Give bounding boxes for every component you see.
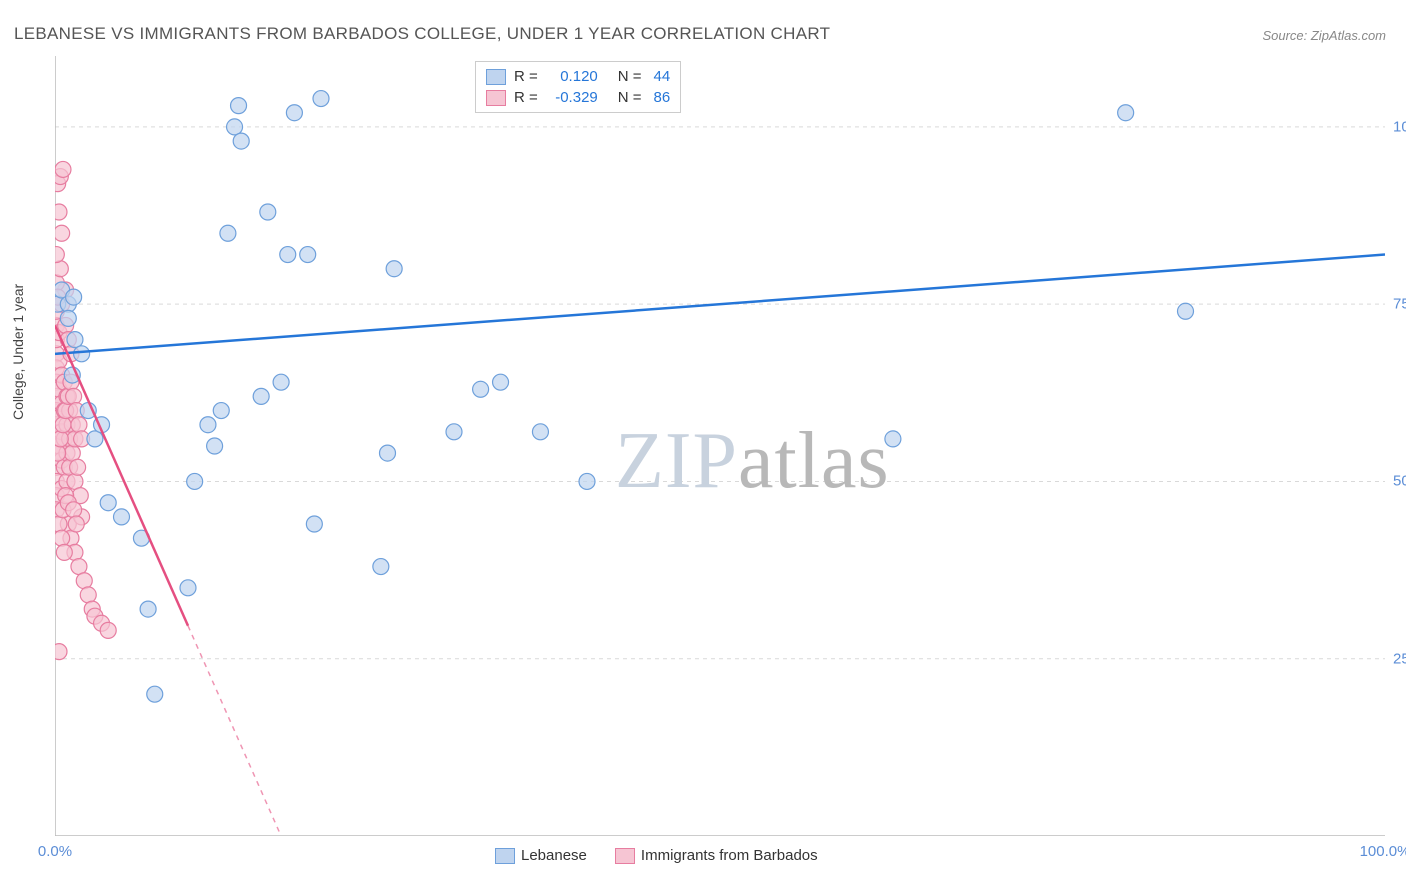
r-value-barbados: -0.329 <box>546 89 598 106</box>
legend-swatch-barbados <box>615 848 635 864</box>
r-value-lebanese: 0.120 <box>546 68 598 85</box>
n-label: N = <box>618 89 642 106</box>
source-credit: Source: ZipAtlas.com <box>1262 28 1386 43</box>
y-tick-50: 50.0% <box>1393 473 1406 490</box>
x-tick-0: 0.0% <box>38 843 72 860</box>
scatter-plot: ZIPatlas R = 0.120 N = 44 R = -0.329 N =… <box>55 56 1385 836</box>
bottom-legend: Lebanese Immigrants from Barbados <box>495 847 818 864</box>
swatch-barbados <box>486 90 506 106</box>
legend-item-barbados: Immigrants from Barbados <box>615 847 818 864</box>
y-tick-100: 100.0% <box>1393 118 1406 135</box>
chart-title: LEBANESE VS IMMIGRANTS FROM BARBADOS COL… <box>14 24 830 44</box>
n-value-barbados: 86 <box>654 89 671 106</box>
y-tick-75: 75.0% <box>1393 296 1406 313</box>
stats-legend: R = 0.120 N = 44 R = -0.329 N = 86 <box>475 61 681 113</box>
r-label: R = <box>514 68 538 85</box>
legend-swatch-lebanese <box>495 848 515 864</box>
n-label: N = <box>618 68 642 85</box>
plot-svg <box>55 56 1385 836</box>
n-value-lebanese: 44 <box>654 68 671 85</box>
legend-item-lebanese: Lebanese <box>495 847 587 864</box>
y-axis-label: College, Under 1 year <box>10 284 26 420</box>
x-tick-100: 100.0% <box>1360 843 1406 860</box>
legend-label-barbados: Immigrants from Barbados <box>641 847 818 864</box>
stats-row-barbados: R = -0.329 N = 86 <box>486 87 670 108</box>
r-label: R = <box>514 89 538 106</box>
legend-label-lebanese: Lebanese <box>521 847 587 864</box>
stats-row-lebanese: R = 0.120 N = 44 <box>486 66 670 87</box>
swatch-lebanese <box>486 69 506 85</box>
y-tick-25: 25.0% <box>1393 650 1406 667</box>
